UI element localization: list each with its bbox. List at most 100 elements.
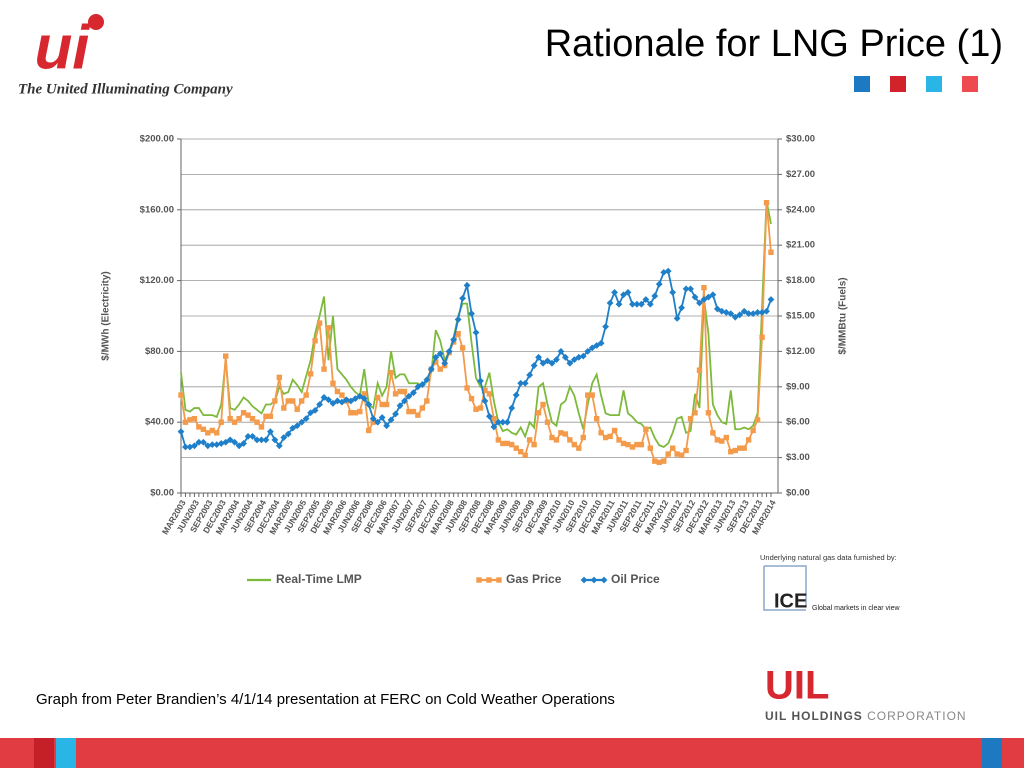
y2-tick-label: $18.00 — [786, 275, 815, 286]
gas-point — [634, 441, 640, 448]
gas-point — [531, 441, 537, 448]
gas-point — [750, 427, 756, 434]
gas-point — [759, 334, 765, 340]
oil-point — [213, 441, 221, 449]
gas-point — [388, 369, 394, 376]
oil-point — [526, 371, 534, 379]
gas-point — [504, 440, 510, 447]
gas-point — [254, 419, 260, 425]
oil-point — [208, 441, 216, 449]
gas-point — [616, 437, 622, 443]
gas-point — [513, 445, 519, 451]
oil-point — [235, 442, 243, 450]
gas-point — [652, 458, 658, 464]
gas-point — [258, 424, 265, 430]
square — [854, 76, 870, 92]
gas-point — [272, 398, 278, 404]
oil-point — [673, 314, 681, 322]
oil-point — [691, 293, 699, 301]
gas-point — [196, 424, 202, 430]
oil-point — [700, 296, 708, 303]
oil-point — [629, 300, 636, 308]
oil-point — [602, 323, 610, 331]
gas-point — [647, 445, 654, 451]
oil-point — [597, 339, 605, 347]
y-axis-label: $/MWh (Electricity) — [101, 271, 112, 360]
gas-point — [500, 440, 506, 447]
gas-point — [710, 430, 716, 436]
oil-point — [499, 418, 507, 426]
oil-point — [606, 299, 614, 307]
gas-point — [379, 401, 385, 408]
oil-point — [472, 329, 480, 336]
y2-tick-label: $24.00 — [786, 204, 815, 215]
gas-point — [665, 451, 671, 457]
gas-point — [437, 366, 443, 372]
y2-tick-label: $9.00 — [786, 381, 810, 392]
oil-point — [593, 342, 601, 349]
gas-point — [585, 392, 591, 398]
oil-point — [383, 422, 391, 430]
gas-point — [540, 401, 546, 408]
gas-point — [187, 417, 193, 423]
square — [890, 76, 906, 92]
oil-point — [678, 304, 686, 312]
oil-point — [468, 310, 475, 318]
oil-point — [436, 350, 444, 358]
oil-point — [611, 289, 618, 296]
y-tick-label: $200.00 — [140, 134, 174, 145]
gas-point — [611, 427, 618, 434]
oil-point — [445, 348, 453, 355]
gas-point — [415, 412, 421, 418]
attribution-note: Underlying natural gas data furnished by… — [760, 553, 897, 562]
gas-point — [424, 398, 430, 404]
gas-point — [598, 430, 604, 436]
oil-point — [450, 336, 458, 343]
oil-point — [454, 316, 462, 323]
oil-point — [262, 436, 270, 444]
oil-point — [736, 311, 744, 319]
gas-point — [701, 284, 707, 291]
uil-corporation-text: CORPORATION — [867, 709, 966, 723]
gas-point — [316, 320, 323, 326]
y-tick-label: $120.00 — [140, 275, 174, 286]
gas-point — [401, 388, 408, 395]
oil-point — [191, 442, 198, 450]
oil-point — [418, 381, 426, 388]
gas-point — [562, 431, 569, 437]
legend-marker — [590, 576, 598, 584]
gas-point — [687, 415, 694, 422]
oil-point — [490, 423, 498, 431]
oil-point — [405, 392, 413, 400]
gas-point — [553, 437, 560, 443]
gas-point — [549, 434, 555, 441]
oil-point — [302, 415, 310, 423]
oil-point — [508, 404, 516, 412]
gas-point — [397, 388, 403, 395]
oil-point — [217, 440, 225, 447]
oil-point — [530, 362, 538, 369]
gas-point — [477, 405, 484, 411]
gas-point — [294, 406, 300, 412]
oil-point — [535, 353, 542, 361]
oil-point — [512, 391, 520, 399]
gas-point — [200, 426, 207, 432]
gas-point — [205, 430, 211, 436]
y2-tick-label: $27.00 — [786, 169, 815, 180]
ice-box — [763, 565, 807, 611]
ui-logo: ui — [34, 13, 91, 82]
oil-point — [311, 407, 319, 414]
oil-point — [696, 299, 703, 307]
y-tick-label: $160.00 — [140, 204, 174, 215]
gas-point — [491, 415, 497, 422]
gas-point — [276, 374, 283, 381]
logo-dot — [88, 14, 104, 30]
gas-point — [607, 433, 613, 440]
oil-point — [320, 394, 328, 401]
oil-point — [745, 310, 753, 318]
oil-point — [351, 395, 359, 402]
oil-point — [392, 410, 399, 418]
oil-point — [754, 309, 761, 316]
oil-point — [588, 344, 596, 352]
gas-point — [683, 447, 689, 454]
